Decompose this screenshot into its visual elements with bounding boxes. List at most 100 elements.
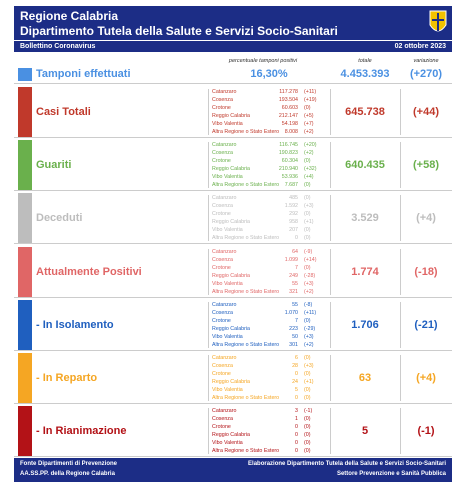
- province-row: Crotone 60.304 (0): [210, 157, 328, 165]
- section-label: Attualmente Positivi: [36, 265, 142, 278]
- subtitle: Dipartimento Tutela della Salute e Servi…: [20, 24, 338, 38]
- swatch: [18, 140, 32, 191]
- province-name: Reggio Calabria: [212, 325, 250, 332]
- province-name: Catanzaro: [212, 355, 237, 361]
- tamponi-label: Tamponi effettuati: [36, 68, 131, 80]
- province-change: (+7): [304, 121, 314, 127]
- province-value: 1.099: [284, 256, 298, 263]
- total: 640.435: [345, 159, 385, 172]
- province-name: Vibo Valentia: [212, 440, 243, 447]
- province-row: Cosenza 1 (0): [210, 415, 328, 423]
- province-name: Altra Regione o Stato Estero: [212, 129, 280, 135]
- province-change: (0): [304, 432, 311, 439]
- province-row: Vibo Valentia 207 (0): [210, 226, 328, 234]
- divider: [400, 142, 401, 189]
- province-name: Cosenza: [212, 256, 233, 263]
- change: (+44): [413, 106, 439, 118]
- total: 5: [361, 425, 369, 438]
- footer-right: Elaborazione Dipartimento Tutela della S…: [248, 461, 446, 467]
- province-value: 8.008: [284, 129, 298, 135]
- province-value: 117.278: [279, 89, 298, 95]
- province-change: (-28): [304, 272, 316, 279]
- province-value: 1: [295, 416, 298, 423]
- province-row: Altra Regione o Stato Estero 8.008 (+2): [210, 128, 328, 136]
- province-name: Altra Regione o Stato Estero: [212, 448, 280, 455]
- province-change: (0): [304, 355, 311, 361]
- title: Regione Calabria: [20, 9, 119, 23]
- province-change: (+2): [304, 150, 314, 157]
- bulletin-bar: Bollettino Coronavirus 02 ottobre 2023: [14, 40, 452, 53]
- province-row: Reggio Calabria 958 (+1): [210, 218, 328, 226]
- total: 63: [358, 372, 372, 384]
- province-value: 207: [289, 227, 298, 234]
- province-name: Cosenza: [212, 97, 233, 103]
- province-value: 0: [295, 235, 298, 242]
- province-value: 210.940: [278, 166, 298, 173]
- province-list: Catanzaro 55 (-8) Cosenza 1.070 (+11) Crotone 7…: [210, 301, 328, 349]
- divider: [400, 89, 401, 135]
- province-value: 0: [295, 448, 298, 455]
- province-row: Cosenza 1.592 (+3): [210, 202, 328, 210]
- swatch: [18, 87, 32, 137]
- total: 645.738: [345, 106, 385, 118]
- province-row: Catanzaro 55 (-8): [210, 301, 328, 309]
- total: 1.706: [351, 318, 379, 331]
- province-change: (0): [304, 448, 311, 455]
- province-row: Vibo Valentia 0 (0): [210, 439, 328, 447]
- province-change: (-29): [304, 325, 316, 332]
- province-name: Crotone: [212, 371, 231, 377]
- province-change: (+3): [304, 203, 314, 210]
- province-name: Crotone: [212, 264, 231, 271]
- divider: [400, 195, 401, 242]
- divider: [330, 89, 331, 135]
- divider: [330, 408, 331, 455]
- col-header: totale: [358, 58, 372, 64]
- province-value: 64: [292, 248, 298, 255]
- province-change: (+20): [304, 142, 317, 149]
- swatch: [18, 68, 32, 81]
- province-row: Vibo Valentia 55 (+3): [210, 280, 328, 288]
- province-row: Crotone 292 (0): [210, 210, 328, 218]
- province-name: Altra Regione o Stato Estero: [212, 288, 280, 295]
- footer-left: AA.SS.PP. della Regione Calabria: [20, 471, 115, 477]
- province-name: Reggio Calabria: [212, 166, 250, 173]
- divider: [330, 355, 331, 401]
- province-list: Catanzaro 117.278 (+11) Cosenza 193.504 (+19)…: [210, 88, 328, 136]
- header: Regione Calabria Dipartimento Tutela del…: [14, 6, 452, 52]
- province-row: Vibo Valentia 54.198 (+7): [210, 120, 328, 128]
- province-name: Reggio Calabria: [212, 219, 250, 226]
- swatch: [18, 406, 32, 457]
- change: (+4): [416, 372, 436, 384]
- province-change: (-1): [304, 408, 313, 415]
- province-value: 55: [292, 301, 298, 308]
- total: 3.529: [351, 212, 379, 225]
- province-value: 301: [289, 341, 298, 348]
- province-change: (+3): [304, 363, 314, 369]
- divider: [208, 195, 209, 242]
- province-change: (+19): [304, 97, 317, 103]
- swatch: [18, 193, 32, 244]
- province-name: Vibo Valentia: [212, 227, 243, 234]
- province-change: (+4): [304, 174, 314, 181]
- province-value: 54.198: [281, 121, 298, 127]
- divider: [400, 355, 401, 401]
- province-change: (+14): [304, 256, 317, 263]
- province-list: Catanzaro 485 (0) Cosenza 1.592 (+3) Crotone 29…: [210, 194, 328, 242]
- province-row: Vibo Valentia 5 (0): [210, 386, 328, 394]
- province-change: (-8): [304, 301, 313, 308]
- province-name: Catanzaro: [212, 301, 237, 308]
- province-name: Crotone: [212, 211, 231, 218]
- province-row: Reggio Calabria 210.940 (+32): [210, 165, 328, 173]
- province-row: Crotone 7 (0): [210, 264, 328, 272]
- section: Guariti Catanzaro 116.745 (+20) Cosenza 190.8…: [14, 140, 452, 192]
- province-row: Cosenza 1.099 (+14): [210, 256, 328, 264]
- province-name: Catanzaro: [212, 408, 237, 415]
- province-change: (0): [304, 105, 311, 111]
- province-row: Catanzaro 117.278 (+11): [210, 88, 328, 96]
- province-row: Crotone 60.603 (0): [210, 104, 328, 112]
- change: (-21): [414, 318, 438, 331]
- province-row: Cosenza 1.070 (+11): [210, 309, 328, 317]
- divider: [330, 301, 331, 348]
- section: - In Isolamento Catanzaro 55 (-8) Cosenza 1.0…: [14, 299, 452, 351]
